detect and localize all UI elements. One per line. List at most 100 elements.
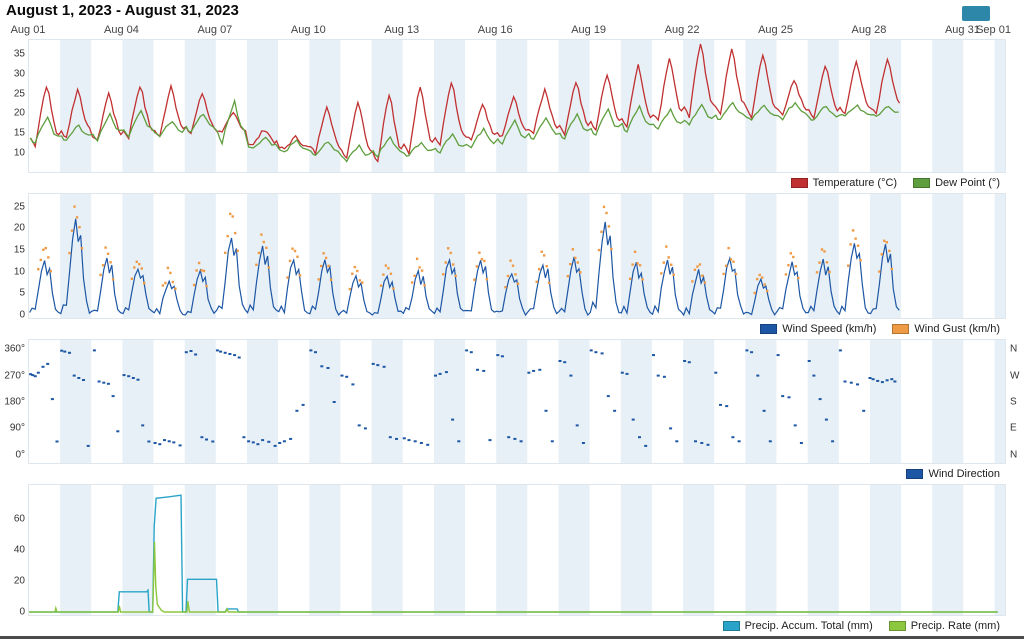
wind-gust-point [849, 243, 852, 246]
y-tick-label: 35 [13, 48, 25, 60]
wind-direction-plot-area [28, 339, 1006, 464]
x-axis-label: Sep 01 [976, 24, 1011, 36]
wind-direction-point [111, 395, 115, 398]
legend-item-precip-accum-total-mm[interactable]: Precip. Accum. Total (mm) [722, 620, 873, 632]
legend-item-dew-point[interactable]: Dew Point (°) [913, 177, 1000, 189]
wind-gust-point [161, 284, 165, 287]
day-stripe [496, 40, 528, 172]
day-stripe [60, 485, 92, 615]
wind-direction-point [606, 395, 610, 398]
wind-direction-point [320, 365, 324, 368]
day-stripe [496, 194, 528, 318]
wind-direction-point [223, 351, 227, 354]
wind-direction-point [60, 349, 64, 352]
wind-direction-point [82, 379, 85, 381]
legend-label: Wind Direction [928, 467, 1000, 480]
wind-gust-point [854, 237, 857, 240]
wind-gust-point [423, 284, 426, 287]
wind-direction-point [519, 440, 523, 443]
wind-gust-point [296, 255, 299, 258]
y-tick-label: 270° [4, 370, 25, 382]
wind-direction-point [856, 383, 859, 386]
wind-direction-point [376, 364, 380, 367]
legend-item-wind-gust-km-h[interactable]: Wind Gust (km/h) [892, 323, 1000, 335]
wind-gust-point [880, 253, 883, 256]
wind-gust-point [698, 263, 702, 266]
wind-direction-point [102, 381, 106, 384]
wind-gust-point [320, 264, 323, 268]
y-tick-label: 60 [13, 513, 25, 525]
day-stripe [994, 194, 1005, 318]
wind-gust-point [890, 267, 893, 271]
day-stripe [247, 485, 279, 615]
wind-gust-point [262, 240, 265, 244]
x-axis-label: Aug 10 [290, 24, 326, 36]
wind-gust-point [753, 291, 756, 295]
wind-direction-point [382, 365, 386, 368]
wind-gust-point [379, 284, 383, 287]
wind-gust-point [420, 269, 424, 272]
wind-direction-point [638, 436, 641, 439]
legend-item-wind-direction[interactable]: Wind Direction [906, 468, 1000, 480]
wind-gust-point [607, 225, 611, 228]
wind-gust-point [722, 272, 725, 276]
wind-gust-point [797, 276, 800, 280]
wind-direction-point [158, 443, 162, 446]
wind-direction-point [550, 440, 554, 443]
day-stripe [433, 485, 465, 615]
wind-gust-point [384, 264, 388, 267]
legend-item-wind-speed-km-h[interactable]: Wind Speed (km/h) [760, 323, 876, 335]
legend-item-temperature-c[interactable]: Temperature (°C) [790, 177, 897, 189]
compass-label: N [1010, 343, 1018, 355]
chart-options-icon[interactable] [962, 6, 990, 21]
wind-gust-point [70, 229, 74, 232]
wind-direction-point [116, 430, 120, 433]
wind-direction-point [178, 444, 182, 447]
wind-direction-point [237, 356, 241, 359]
wind-gust-point [566, 275, 569, 278]
wind-gust-point [317, 278, 320, 281]
wind-direction-point [278, 442, 282, 444]
wind-direction-point [205, 438, 208, 441]
wind-gust-point [597, 248, 601, 252]
wind-direction-point [326, 367, 330, 369]
y-tick-label: 40 [13, 544, 25, 556]
wind-gust-point [99, 273, 102, 277]
wind-direction-point [589, 349, 593, 352]
wind-direction-point [357, 424, 361, 427]
wind-direction-point [737, 440, 741, 443]
wind-gust-point [47, 256, 50, 259]
wind-direction-point [652, 354, 655, 357]
day-stripe [247, 194, 279, 318]
wind-direction-point [200, 436, 204, 439]
wind-direction-point [282, 440, 286, 443]
wind-direction-point [787, 396, 791, 399]
wind-direction-point [29, 373, 33, 376]
wind-direction-point [600, 352, 604, 355]
wind-direction-point [189, 350, 193, 352]
day-stripe [994, 340, 1005, 463]
day-stripe [994, 485, 1005, 615]
wind-gust-point [106, 252, 110, 255]
wind-direction-point [625, 372, 629, 375]
temperature-dewpoint-chart: 35 30 25 20 15 10 [0, 39, 1024, 173]
wind-gust-point [605, 211, 608, 215]
wind-direction-point [776, 354, 780, 357]
wind-direction-point [106, 382, 110, 385]
wind-direction-point [793, 424, 797, 427]
wind-direction-point [594, 351, 598, 354]
x-axis-label: Aug 13 [384, 24, 420, 36]
wind-direction-point [153, 442, 157, 444]
wind-direction-point [876, 379, 880, 382]
wind-direction-point [413, 440, 417, 443]
wind-direction-point [756, 374, 760, 377]
wind-gust-point [293, 249, 297, 253]
wind-direction-point [33, 375, 37, 378]
day-stripe [558, 40, 590, 172]
wind-direction-point [725, 405, 729, 408]
wind-gust-point [449, 251, 452, 255]
y-tick-label: 0° [15, 449, 25, 461]
wind-direction-point [457, 440, 461, 443]
legend-item-precip-rate-mm[interactable]: Precip. Rate (mm) [888, 620, 1000, 632]
wind-gust-point [763, 283, 766, 286]
